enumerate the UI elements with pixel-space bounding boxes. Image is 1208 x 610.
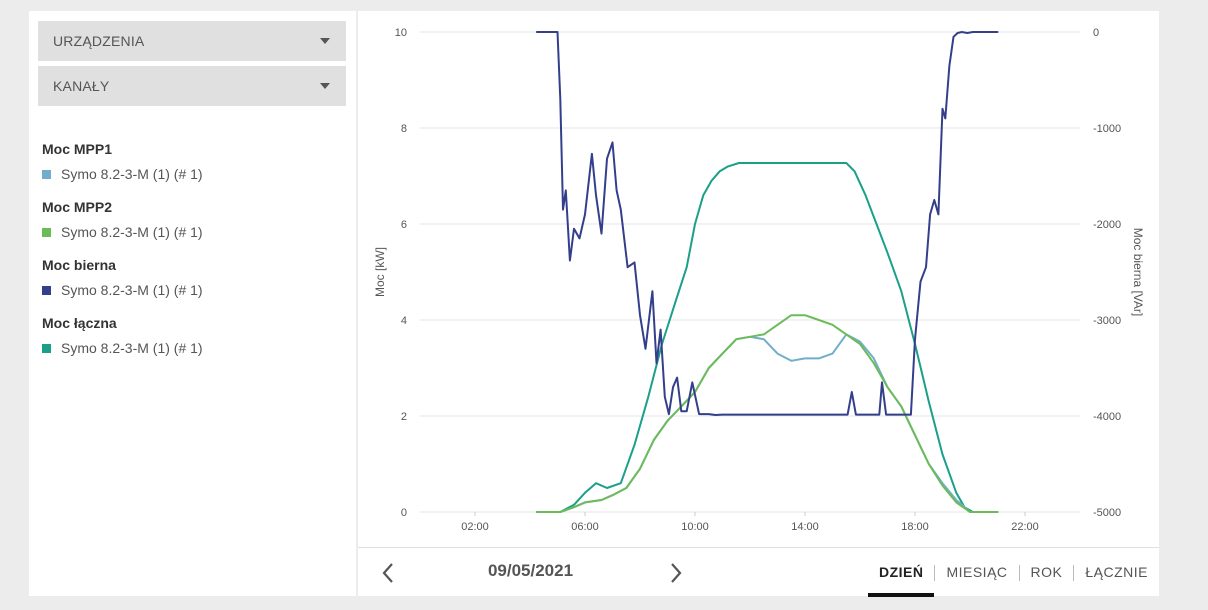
chevron-down-icon xyxy=(320,38,330,44)
legend-item-label: Symo 8.2-3-M (1) (# 1) xyxy=(61,166,203,182)
series-line-moc-mpp1 xyxy=(535,333,999,513)
chevron-down-icon xyxy=(320,83,330,89)
y-left-tick-label: 10 xyxy=(395,27,407,39)
x-tick-label: 14:00 xyxy=(791,521,819,533)
legend-group-total: Moc łączna Symo 8.2-3-M (1) (# 1) xyxy=(42,315,342,357)
x-tick-label: 10:00 xyxy=(681,521,709,533)
legend-item[interactable]: Symo 8.2-3-M (1) (# 1) xyxy=(42,340,342,357)
chart-panel: 0 2 4 6 8 10 -5000 -4000 -3000 -2000 -1000 0 02:00 06… xyxy=(358,11,1159,597)
y-right-axis-title: Moc bierna [VAr] xyxy=(1131,228,1145,316)
legend-swatch xyxy=(42,170,51,179)
legend-swatch xyxy=(42,344,51,353)
channels-dropdown-label: KANAŁY xyxy=(53,78,110,94)
chart-series xyxy=(535,31,999,513)
tab-year[interactable]: ROK xyxy=(1030,564,1063,580)
legend-group-mpp1: Moc MPP1 Symo 8.2-3-M (1) (# 1) xyxy=(42,141,342,183)
devices-dropdown[interactable]: URZĄDZENIA xyxy=(38,21,346,61)
tab-divider xyxy=(1073,564,1075,581)
legend-item[interactable]: Symo 8.2-3-M (1) (# 1) xyxy=(42,282,342,299)
sidebar: URZĄDZENIA KANAŁY Moc MPP1 Symo 8.2-3-M … xyxy=(29,11,356,596)
legend-item-label: Symo 8.2-3-M (1) (# 1) xyxy=(61,282,203,298)
y-right-tick-label: -1000 xyxy=(1093,123,1121,135)
y-right-tick-label: 0 xyxy=(1093,27,1099,39)
tab-total[interactable]: ŁĄCZNIE xyxy=(1085,564,1148,580)
current-date[interactable]: 09/05/2021 xyxy=(487,561,574,580)
legend-group-reactive: Moc bierna Symo 8.2-3-M (1) (# 1) xyxy=(42,257,342,299)
tab-month[interactable]: MIESIĄC xyxy=(946,564,1008,580)
legend-title: Moc bierna xyxy=(42,257,116,273)
channels-dropdown[interactable]: KANAŁY xyxy=(38,66,346,106)
legend-item[interactable]: Symo 8.2-3-M (1) (# 1) xyxy=(42,166,342,183)
x-tick-label: 02:00 xyxy=(461,521,489,533)
legend-swatch xyxy=(42,228,51,237)
y-right-tick-label: -2000 xyxy=(1093,219,1121,231)
x-tick-label: 22:00 xyxy=(1011,521,1039,533)
legend-title: Moc MPP1 xyxy=(42,141,113,157)
y-left-tick-label: 0 xyxy=(401,507,407,519)
legend-title: Moc MPP2 xyxy=(42,199,113,215)
chart-grid xyxy=(420,31,1080,513)
prev-date-button[interactable] xyxy=(373,558,403,588)
next-date-button[interactable] xyxy=(661,558,691,588)
series-line-moc-mpp2 xyxy=(535,314,999,513)
series-line-moc-bierna xyxy=(535,31,999,416)
tab-divider xyxy=(1018,564,1020,581)
y-right-tick-label: -3000 xyxy=(1093,315,1121,327)
y-left-tick-label: 2 xyxy=(401,411,407,423)
chart-footer: 09/05/2021 DZIEŃ MIESIĄC ROK ŁĄCZNIE xyxy=(358,547,1159,597)
series-line-moc-laczna xyxy=(535,162,999,513)
x-tick-label: 06:00 xyxy=(571,521,599,533)
y-left-axis-title: Moc [kW] xyxy=(373,247,387,297)
tab-day[interactable]: DZIEŃ xyxy=(867,548,935,597)
y-right-tick-label: -5000 xyxy=(1093,507,1121,519)
legend-item-label: Symo 8.2-3-M (1) (# 1) xyxy=(61,340,203,356)
y-left-tick-label: 6 xyxy=(401,219,407,231)
tab-divider xyxy=(934,564,936,581)
legend-title: Moc łączna xyxy=(42,315,117,331)
chart-axes: 0 2 4 6 8 10 -5000 -4000 -3000 -2000 -1000 0 02:00 06… xyxy=(373,27,1145,533)
legend-item-label: Symo 8.2-3-M (1) (# 1) xyxy=(61,224,203,240)
legend-item[interactable]: Symo 8.2-3-M (1) (# 1) xyxy=(42,224,342,241)
power-chart[interactable]: 0 2 4 6 8 10 -5000 -4000 -3000 -2000 -1000 0 02:00 06… xyxy=(358,11,1159,546)
devices-dropdown-label: URZĄDZENIA xyxy=(53,33,145,49)
legend-group-mpp2: Moc MPP2 Symo 8.2-3-M (1) (# 1) xyxy=(42,199,342,241)
x-tick-label: 18:00 xyxy=(901,521,929,533)
y-right-tick-label: -4000 xyxy=(1093,411,1121,423)
chart-legend: Moc MPP1 Symo 8.2-3-M (1) (# 1) Moc MPP2… xyxy=(42,141,342,373)
y-left-tick-label: 4 xyxy=(401,315,407,327)
y-left-tick-label: 8 xyxy=(401,123,407,135)
legend-swatch xyxy=(42,286,51,295)
period-tabs: DZIEŃ MIESIĄC ROK ŁĄCZNIE xyxy=(867,548,1159,597)
